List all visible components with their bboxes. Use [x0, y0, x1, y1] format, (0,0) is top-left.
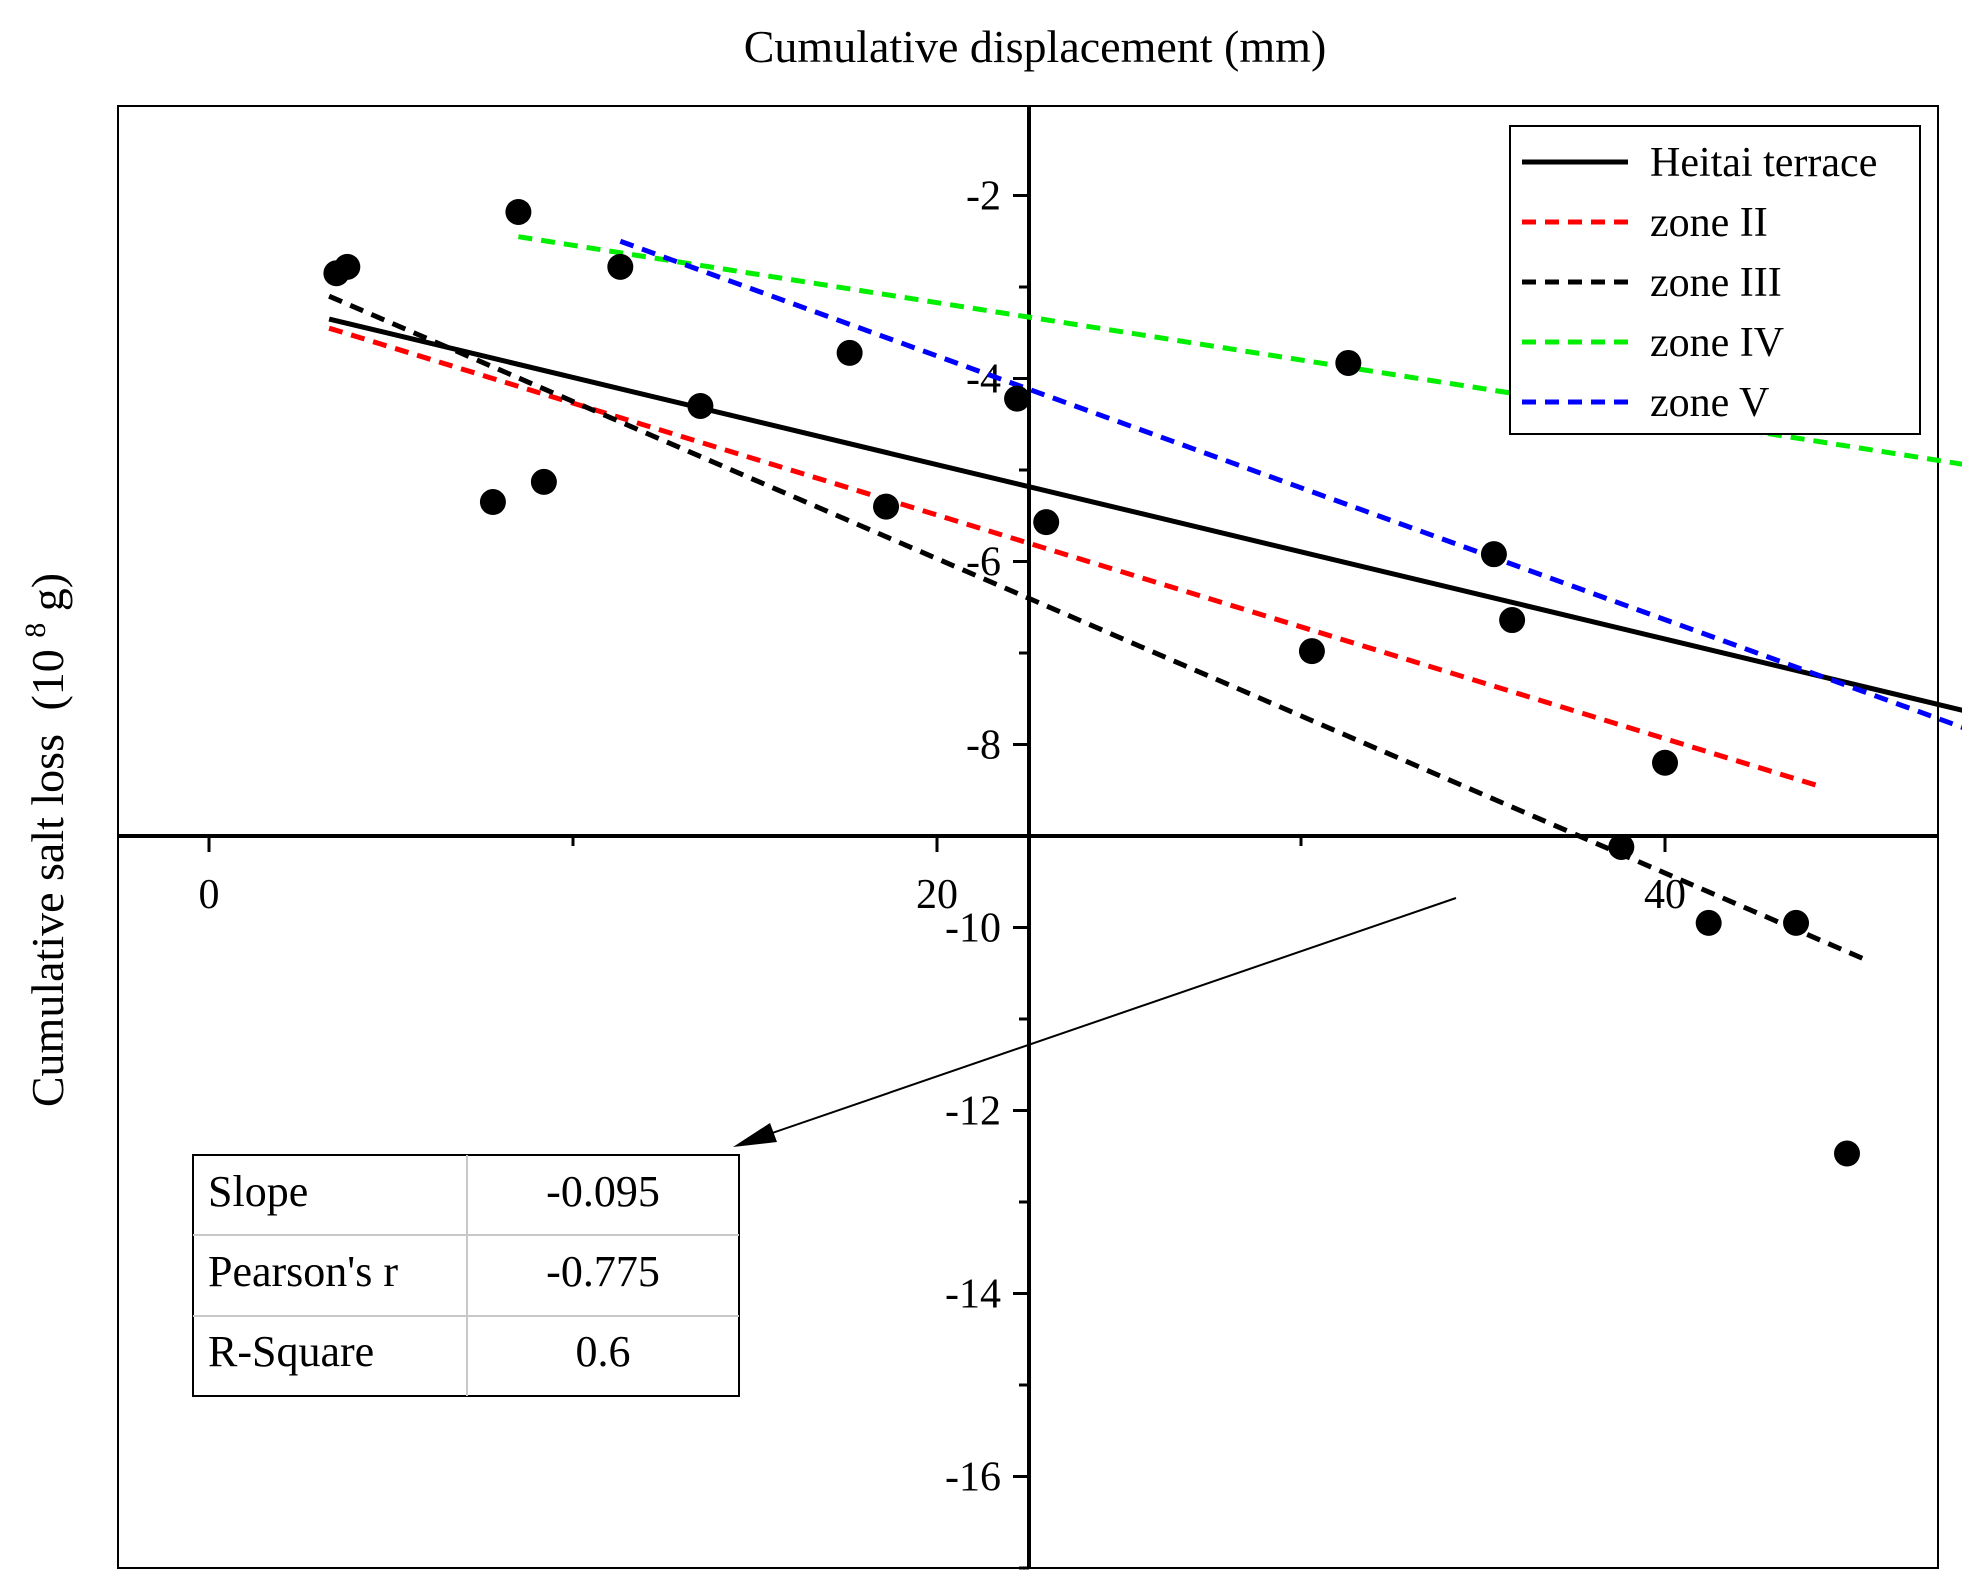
- fit-line-zone-iii: [328, 293, 1867, 962]
- stats-row-label: R-Square: [208, 1327, 374, 1376]
- fit-lines: [328, 234, 1962, 962]
- data-points: [323, 198, 1860, 1167]
- data-point: [1335, 349, 1362, 376]
- legend-label: zone II: [1650, 200, 1768, 246]
- y-axis-ticks: -2-4-6-8-10-12-14-16: [945, 174, 1029, 1570]
- legend-label: zone III: [1650, 260, 1782, 306]
- chart-title: Cumulative displacement (mm): [744, 21, 1327, 72]
- legend-label: zone V: [1650, 380, 1769, 426]
- data-point: [1499, 607, 1526, 634]
- y-axis-label-text: Cumulative salt loss: [22, 734, 73, 1107]
- data-point: [1608, 833, 1635, 860]
- fit-line-heitai-terrace: [328, 316, 1962, 713]
- y-axis-label-unit-exponent: 8: [19, 623, 52, 638]
- legend: Heitai terrace zone II zone III zone IV zone…: [1509, 125, 1921, 435]
- data-point: [479, 489, 506, 516]
- data-point: [873, 493, 900, 520]
- fit-line-zone-ii: [328, 325, 1819, 789]
- stats-table: Slope -0.095 Pearson's r -0.775 R-Square…: [192, 1154, 740, 1397]
- stats-row-label: Slope: [208, 1167, 308, 1216]
- data-point: [1695, 909, 1722, 936]
- data-point: [1298, 638, 1325, 665]
- annotation-arrow: [733, 897, 1457, 1147]
- y-tick-label: -12: [945, 1089, 1001, 1135]
- data-point: [1033, 509, 1060, 536]
- data-point: [505, 198, 532, 225]
- legend-label: Heitai terrace: [1650, 140, 1877, 186]
- data-point: [607, 253, 634, 280]
- annotation-arrow-head: [733, 1123, 777, 1147]
- y-tick-label: -6: [966, 540, 1001, 586]
- y-axis-label-unit-prefix: (10: [22, 649, 73, 710]
- y-tick-label: -10: [945, 906, 1001, 952]
- x-axis-ticks: 020406080: [199, 836, 1686, 918]
- legend-label: zone IV: [1650, 320, 1784, 366]
- y-axis-label-unit-suffix: g): [22, 573, 73, 611]
- stats-row-value: -0.095: [546, 1167, 660, 1216]
- x-tick-label: 0: [199, 872, 220, 918]
- y-tick-label: -2: [966, 174, 1001, 220]
- y-tick-label: -14: [945, 1272, 1001, 1318]
- data-point: [836, 339, 863, 366]
- stats-row-label: Pearson's r: [208, 1247, 398, 1296]
- data-point: [1480, 541, 1507, 568]
- y-tick-label: -8: [966, 723, 1001, 769]
- data-point: [1834, 1140, 1860, 1167]
- data-point: [530, 468, 557, 495]
- stats-row-value: -0.775: [546, 1247, 660, 1296]
- data-point: [1783, 909, 1810, 936]
- data-point: [334, 253, 361, 280]
- stats-row-value: 0.6: [576, 1327, 631, 1376]
- y-axis-label: Cumulative salt loss (10 8 g): [4, 573, 73, 1107]
- annotation-arrow-line: [745, 897, 1457, 1143]
- x-tick-label: 20: [916, 872, 958, 918]
- data-point: [1652, 749, 1678, 776]
- x-tick-label: 40: [1644, 872, 1686, 918]
- data-point: [687, 392, 714, 419]
- data-point: [1004, 385, 1031, 412]
- y-tick-label: -16: [945, 1455, 1001, 1501]
